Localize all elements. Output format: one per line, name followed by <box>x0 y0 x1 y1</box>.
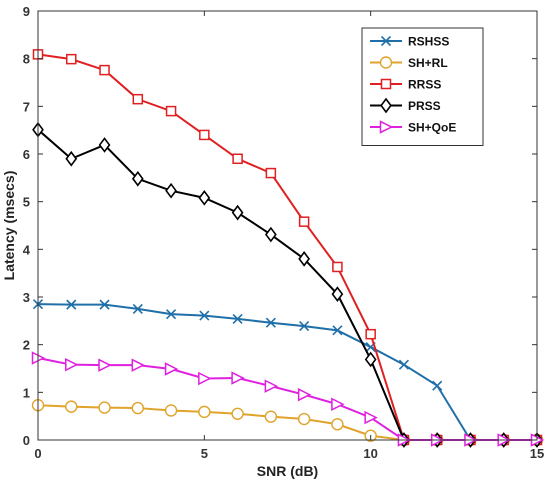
series-rshss <box>32 299 543 446</box>
y-tick-label: 5 <box>23 195 30 210</box>
data-point <box>298 216 310 227</box>
data-point <box>232 313 243 324</box>
data-point <box>379 120 394 134</box>
x-tick-label: 15 <box>530 446 544 461</box>
x-tick-label: 0 <box>34 446 41 461</box>
y-tick-label: 7 <box>23 99 30 114</box>
data-point <box>66 53 77 65</box>
y-tick-label: 3 <box>23 290 30 305</box>
y-tick-label: 1 <box>23 385 30 400</box>
data-point <box>297 412 311 426</box>
data-point <box>364 410 378 425</box>
legend-item: SH+RL <box>370 56 448 70</box>
data-point <box>65 400 78 413</box>
data-point <box>198 190 211 206</box>
data-point <box>232 153 243 165</box>
legend-label: SH+QoE <box>408 121 456 135</box>
x-tick-label: 10 <box>363 446 377 461</box>
y-tick-label: 2 <box>23 338 30 353</box>
data-point <box>299 321 310 332</box>
data-point <box>264 226 277 243</box>
x-axis-label: SNR (dB) <box>257 463 318 479</box>
y-axis: 0 1 2 3 4 5 6 7 8 9 <box>23 4 537 448</box>
data-point <box>99 299 110 310</box>
legend-label: PRSS <box>408 99 441 113</box>
data-point <box>98 358 112 372</box>
data-point <box>65 150 78 167</box>
y-tick-label: 8 <box>23 52 30 67</box>
data-point <box>332 325 343 336</box>
data-point <box>432 380 443 391</box>
data-point <box>98 401 111 414</box>
data-point <box>199 129 210 141</box>
data-point <box>297 388 312 402</box>
series-line <box>37 303 537 441</box>
data-point <box>164 362 179 376</box>
data-point <box>231 407 244 420</box>
data-point <box>131 170 144 187</box>
y-tick-label: 4 <box>23 242 31 257</box>
data-point <box>264 379 279 393</box>
data-point <box>131 401 145 415</box>
y-tick-label: 9 <box>23 4 30 19</box>
data-point <box>398 359 409 370</box>
data-point <box>380 97 392 114</box>
data-point <box>332 261 343 273</box>
data-point <box>265 317 276 328</box>
data-point <box>132 303 143 314</box>
data-point <box>331 397 345 411</box>
data-point <box>98 137 111 153</box>
data-point <box>66 299 77 310</box>
data-point <box>65 357 79 372</box>
x-axis: 0 5 10 15 <box>34 11 544 461</box>
legend-item: SH+QoE <box>370 120 456 135</box>
data-point <box>165 105 177 117</box>
legend-item: RSHSS <box>370 35 449 49</box>
data-point <box>198 405 211 419</box>
legend-label: SH+RL <box>408 56 448 70</box>
data-point <box>380 78 392 90</box>
legend: RSHSS SH+RL RRSS PRSS SH+QoE <box>361 27 484 146</box>
data-point <box>231 204 244 221</box>
data-point <box>164 404 178 417</box>
data-point <box>199 310 210 321</box>
x-tick-label: 5 <box>201 446 208 461</box>
plot-frame <box>37 10 538 441</box>
data-point <box>132 93 144 105</box>
data-point <box>99 64 110 76</box>
data-point <box>165 182 177 199</box>
legend-item: RRSS <box>370 78 441 92</box>
data-point <box>264 410 278 423</box>
data-point <box>331 286 344 302</box>
legend-label: RRSS <box>408 78 441 92</box>
legend-label: RSHSS <box>408 35 449 49</box>
y-tick-label: 6 <box>23 147 30 162</box>
data-point <box>331 418 344 431</box>
legend-item: PRSS <box>370 97 441 114</box>
data-point <box>231 371 245 385</box>
data-point <box>364 351 377 368</box>
data-point <box>379 56 393 69</box>
data-point <box>198 371 212 386</box>
y-axis-label: Latency (msecs) <box>1 171 17 281</box>
data-point <box>265 167 277 179</box>
data-point <box>131 358 145 372</box>
y-tick-label: 0 <box>23 433 30 448</box>
data-point <box>298 251 311 267</box>
data-point <box>166 309 177 320</box>
data-point <box>380 35 392 47</box>
data-point <box>365 328 376 340</box>
